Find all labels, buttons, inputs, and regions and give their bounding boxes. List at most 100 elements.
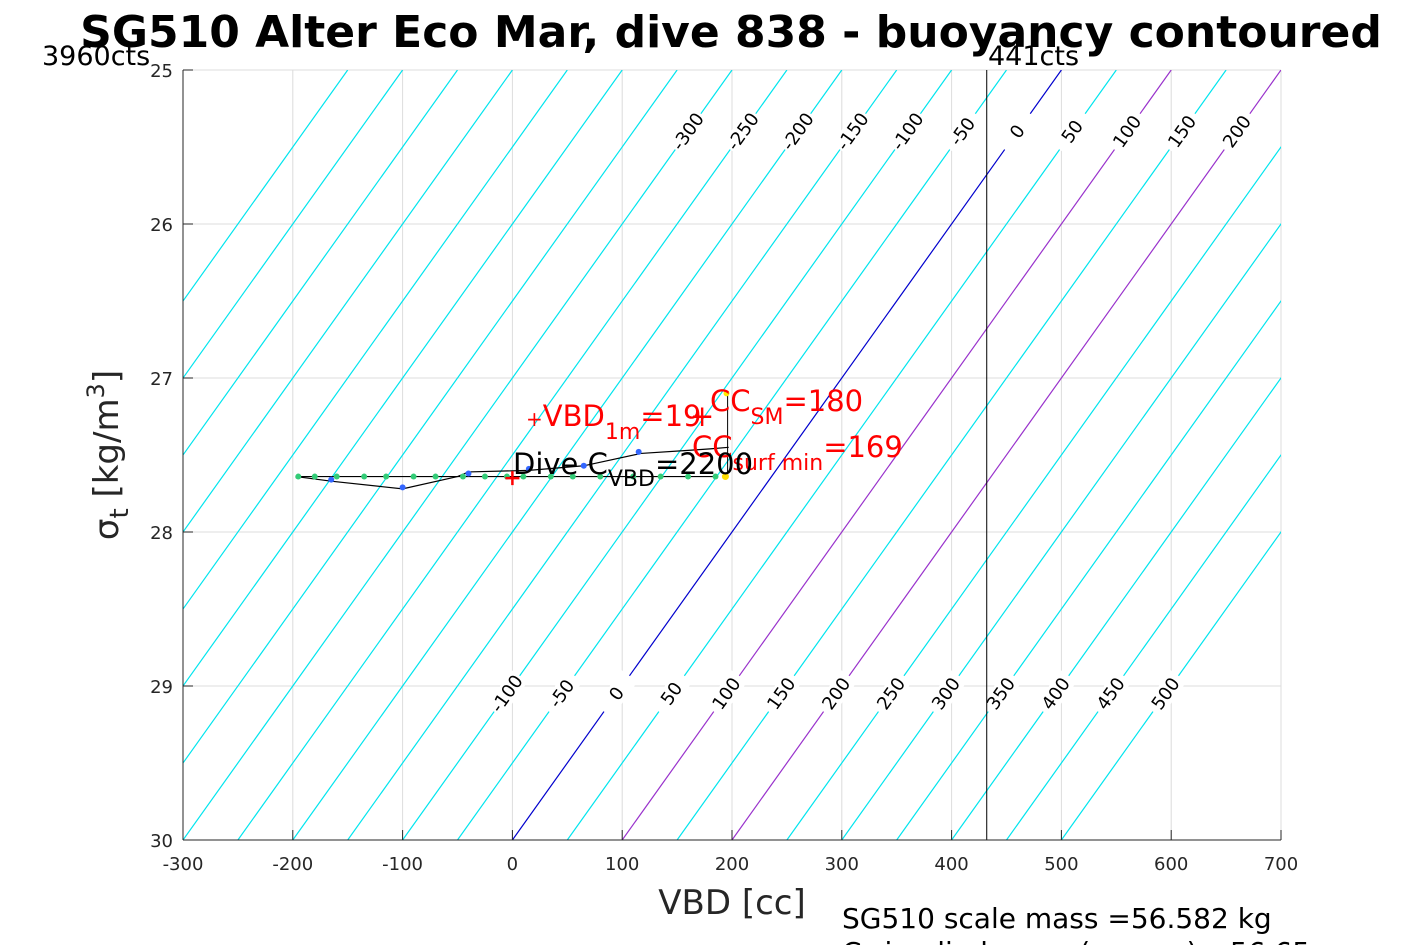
climb-point — [295, 473, 302, 480]
contour-label-bg — [1144, 669, 1187, 718]
contour-label-bg — [776, 107, 819, 156]
contour-line — [951, 376, 1281, 840]
dive-point — [328, 476, 335, 483]
scale-mass-note: SG510 scale mass =56.582 kg — [842, 902, 1272, 935]
climb-point — [459, 473, 466, 480]
dive-point — [465, 470, 472, 477]
contour-label-bg — [540, 669, 583, 718]
dive-point — [399, 484, 406, 491]
contour-label-bg — [722, 107, 764, 156]
dive-point — [635, 448, 642, 455]
cc-sm-marker — [723, 390, 730, 397]
contour-line — [1006, 453, 1281, 840]
contour-line — [347, 70, 898, 840]
contour-label-bg — [1216, 107, 1258, 156]
dive-profile — [295, 70, 988, 840]
climb-point — [712, 473, 719, 480]
contour-label-bg — [595, 669, 638, 718]
contour-line — [786, 145, 1281, 840]
climb-point — [630, 473, 637, 480]
contour-label-bg — [980, 669, 1022, 718]
contour-label-bg — [705, 669, 748, 718]
x-tick-label: 0 — [507, 854, 518, 875]
y-tick-label: 28 — [150, 523, 173, 544]
x-tick-label: -200 — [272, 854, 313, 875]
vbd-1m-annotation: +VBD1m=19 — [526, 399, 701, 445]
contour-line — [183, 70, 568, 611]
contour-line — [676, 70, 1227, 840]
x-tick-label: 500 — [1044, 854, 1078, 875]
vbd-1m-marker — [505, 471, 520, 486]
contour-line — [183, 70, 623, 688]
y-tick-label: 25 — [150, 61, 173, 82]
climb-point — [410, 473, 417, 480]
contour-line — [183, 70, 733, 840]
dive-c-vbd-annotation: Dive CVBD=2200 — [513, 447, 753, 492]
contour-label-bg — [870, 669, 913, 718]
dive-point — [580, 462, 587, 469]
contour-line — [841, 222, 1281, 840]
climb-point — [432, 473, 439, 480]
contour-label-bg — [1051, 107, 1094, 156]
contour-line — [183, 70, 349, 303]
x-tick-label: 700 — [1264, 854, 1298, 875]
contour-label-bg — [650, 669, 693, 718]
contour-line — [183, 70, 513, 534]
climb-point — [520, 473, 527, 480]
x-axis-label: VBD [cc] — [658, 883, 806, 923]
implied-mass-note: C_ implied mass (approx) =56.65 — [842, 936, 1310, 945]
axes — [182, 69, 1282, 841]
contour-line — [457, 70, 1007, 840]
contour-line — [1060, 530, 1281, 840]
contour-label-bg — [760, 669, 803, 718]
contour-line — [896, 299, 1281, 840]
x-tick-label: -300 — [163, 854, 204, 875]
contour-label-bg — [485, 669, 528, 718]
x-tick-label: -100 — [382, 854, 423, 875]
cc-sm-annotation: CCSM=180 — [710, 384, 863, 430]
climb-point — [311, 473, 318, 480]
contour-label-bg — [1106, 107, 1149, 156]
climb-point — [597, 473, 604, 480]
climb-point — [657, 473, 664, 480]
contour-label-bg — [941, 107, 984, 156]
x-tick-label: 300 — [825, 854, 859, 875]
contour-label-bg — [925, 669, 968, 718]
contour-line — [183, 70, 678, 765]
contour-label-bg — [996, 107, 1039, 156]
tick-labels: -300 -200 -100 0 100 200 300 400 500 600 700 25 26 27… — [150, 61, 1298, 875]
cc-surf-marker — [721, 473, 729, 481]
climb-point — [333, 473, 340, 480]
contour-line — [511, 70, 1062, 840]
climb-point — [481, 473, 488, 480]
x-tick-label: 100 — [605, 854, 639, 875]
contour-label-bg — [1089, 669, 1132, 718]
contour-label-bg — [1034, 669, 1077, 718]
climb-point — [685, 473, 692, 480]
y-tick-label: 30 — [150, 831, 173, 852]
contour-line — [183, 70, 458, 457]
counts-right-label: 441cts — [988, 41, 1079, 72]
climb-point — [547, 473, 554, 480]
x-tick-label: 400 — [934, 854, 968, 875]
contour-label-bg — [667, 107, 709, 156]
climb-point — [361, 473, 368, 480]
annotations: +VBD1m=19 + CCSM=180 CCsurf min=169 Dive… — [513, 384, 903, 492]
contour-line — [237, 70, 788, 840]
contour-line — [402, 70, 953, 840]
y-tick-label: 26 — [150, 215, 173, 236]
y-axis-label: σt [kg/m3] — [82, 370, 135, 540]
contour-label-bg — [815, 669, 858, 718]
climb-point — [569, 473, 576, 480]
chart-title: SG510 Alter Eco Mar, dive 838 - buoyancy… — [80, 7, 1382, 58]
profile-line — [295, 446, 729, 490]
vbd-1m-extra-marker: + — [690, 399, 714, 433]
contour-label-bg — [886, 107, 929, 156]
contour-label-bg — [831, 107, 874, 156]
x-tick-label: 200 — [715, 854, 749, 875]
contour-label-bg — [1161, 107, 1204, 156]
counts-left-label: 3960cts — [42, 41, 150, 72]
contour-line — [566, 70, 1117, 840]
cc-surf-min-annotation: CCsurf min=169 — [692, 430, 903, 476]
